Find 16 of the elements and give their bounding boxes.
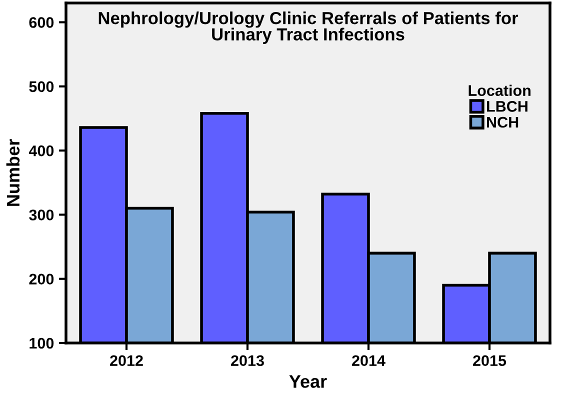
legend-title: Location [468,84,530,96]
y-tick-label: 300 [29,210,54,220]
x-tick-label: 2014 [352,355,386,366]
y-axis-title: Number [6,139,20,206]
y-tick-label: 600 [29,17,54,28]
text: Nephrology/Urology Clinic Referrals of Patients for Urinary Tract Infections [98,12,518,44]
x-tick-label: 2012 [110,355,143,366]
y-tick-label: 200 [29,274,54,285]
y-tick-label: 100 [30,338,54,349]
x-tick-label: 2015 [473,355,506,366]
x-tick-label: 2013 [231,355,264,366]
legend-label: LBCH [487,101,528,112]
legend-label: NCH [487,116,518,128]
y-tick-label: 500 [29,81,54,92]
y-tick-label: 400 [28,145,54,156]
x-axis-title: Year [289,375,327,388]
